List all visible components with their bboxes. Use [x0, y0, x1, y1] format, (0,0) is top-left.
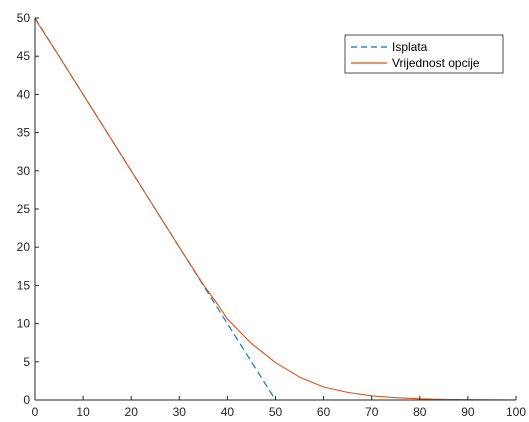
- y-tick-label: 15: [17, 278, 31, 292]
- x-tick-label: 30: [173, 405, 187, 419]
- y-tick-label: 0: [23, 393, 30, 407]
- x-tick-label: 90: [461, 405, 475, 419]
- y-tick-label: 45: [17, 49, 31, 63]
- y-tick-label: 50: [17, 11, 31, 25]
- x-tick-label: 60: [317, 405, 331, 419]
- y-tick-label: 20: [17, 240, 31, 254]
- y-tick-label: 10: [17, 317, 31, 331]
- y-tick-label: 5: [23, 355, 30, 369]
- x-tick-label: 40: [221, 405, 235, 419]
- x-tick-label: 100: [506, 405, 526, 419]
- y-tick-label: 35: [17, 126, 31, 140]
- legend: Isplata Vrijednost opcije: [344, 34, 504, 74]
- legend-box: [344, 34, 504, 74]
- x-tick-label: 0: [32, 405, 39, 419]
- x-tick-label: 50: [269, 405, 283, 419]
- x-tick-label: 80: [413, 405, 427, 419]
- plot-area: [35, 18, 516, 400]
- series-line-2: [34, 18, 517, 401]
- legend-label-1: Isplata: [392, 40, 428, 54]
- x-tick-label: 10: [76, 405, 90, 419]
- x-tick-label: 70: [365, 405, 379, 419]
- legend-label-2: Vrijednost opcije: [392, 56, 480, 70]
- x-tick-label: 20: [125, 405, 139, 419]
- y-tick-label: 30: [17, 164, 31, 178]
- axes-layer: 0 10 20 30 40 50 60 70 80 90 100 0 5 10 15 20 25 30 35 40 45…: [17, 11, 527, 419]
- y-tick-label: 25: [17, 202, 31, 216]
- y-tick-label: 40: [17, 87, 31, 101]
